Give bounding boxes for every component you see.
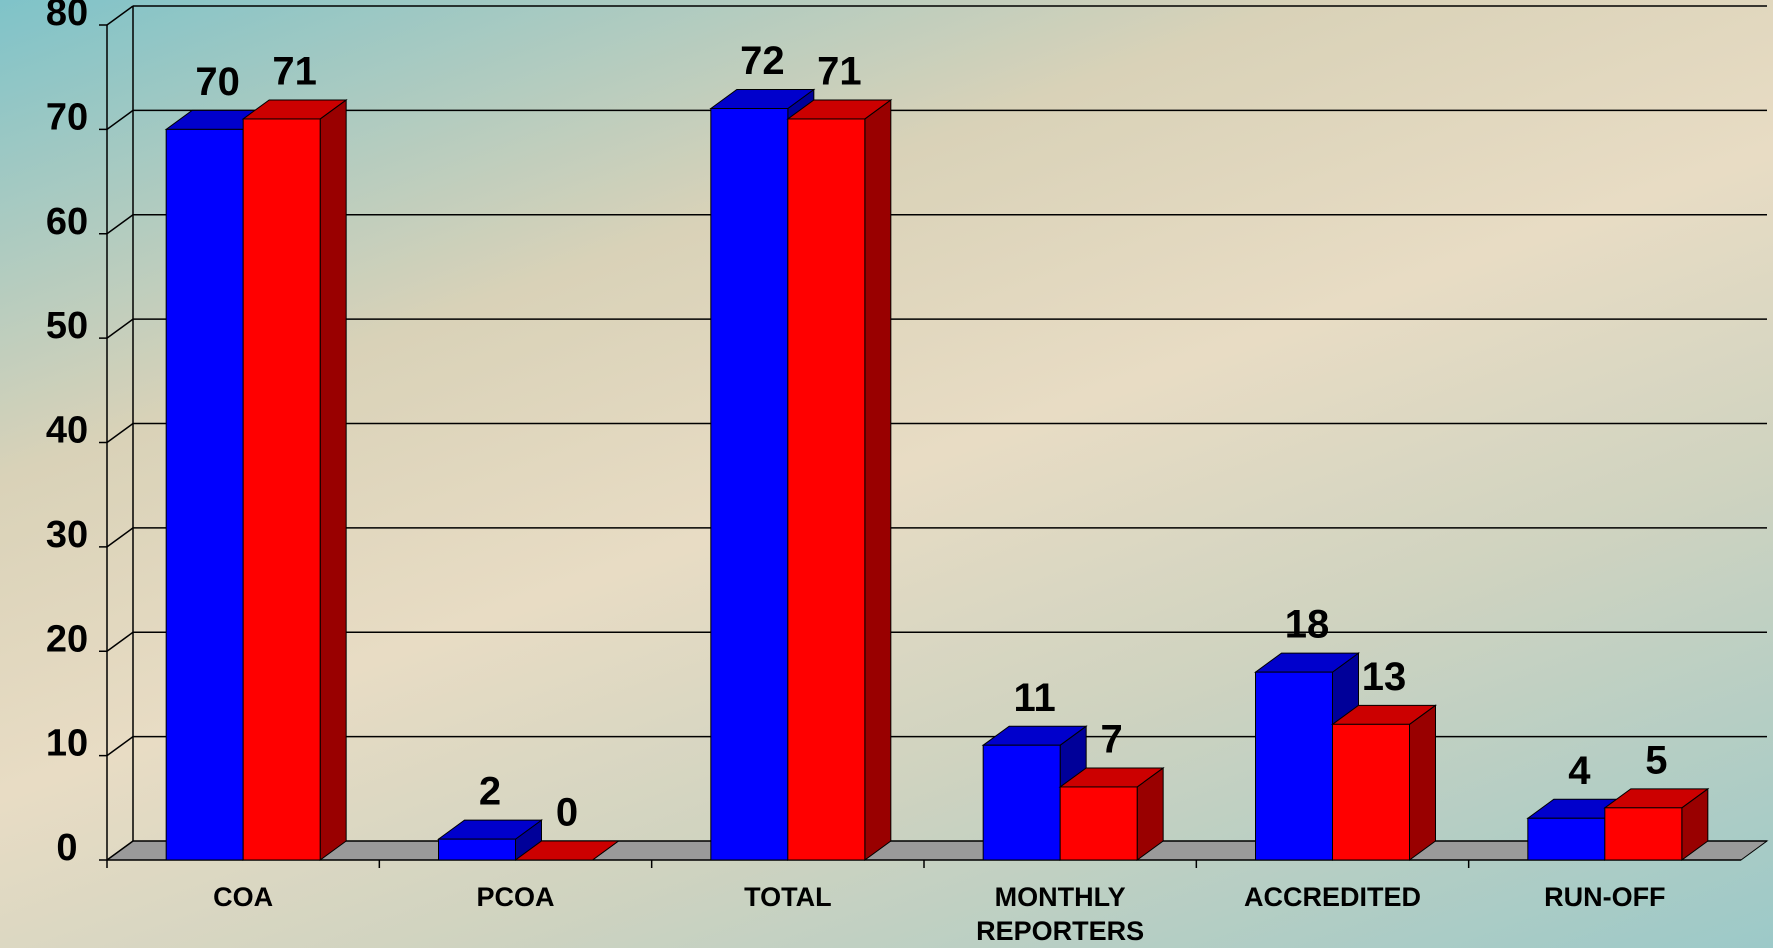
bar (1332, 723, 1410, 861)
bar (1604, 807, 1683, 861)
value-label: 18 (1285, 603, 1330, 647)
grid-line-side (106, 631, 134, 652)
bar-side (1409, 704, 1436, 861)
bar-side (319, 98, 347, 861)
grid-line-side (106, 840, 134, 861)
grid-line-side (106, 214, 134, 235)
bar-side (864, 98, 892, 861)
value-label: 4 (1568, 749, 1591, 793)
grid-line-side (106, 736, 134, 757)
bar-top (513, 840, 621, 861)
grid-line-side (106, 109, 134, 130)
x-tick-label: ACCREDITED (1243, 882, 1421, 912)
x-tick-label: RUN-OFF (1544, 882, 1666, 912)
y-tick-label: 80 (46, 0, 88, 34)
x-tick-label: TOTAL (744, 882, 832, 912)
x-tick-label: COA (213, 882, 274, 912)
x-tick-label: MONTHLY REPORTERS (976, 882, 1145, 946)
grid-line-side (106, 5, 134, 26)
value-label: 70 (195, 60, 240, 104)
bar (982, 744, 1061, 861)
value-label: 72 (740, 39, 785, 83)
bar (710, 108, 789, 861)
x-tick-label: PCOA (476, 882, 555, 912)
value-label: 11 (1014, 676, 1056, 720)
value-label: 0 (556, 791, 578, 835)
y-tick-label: 20 (46, 618, 88, 660)
grid-line-side (106, 527, 134, 548)
y-tick-label: 60 (46, 201, 88, 243)
bar (242, 118, 321, 861)
value-label: 71 (817, 50, 862, 94)
y-tick-label: 40 (46, 410, 88, 452)
y-tick-label: 0 (56, 827, 77, 869)
bar (787, 118, 866, 861)
floor (105, 840, 1769, 861)
y-tick-label: 30 (46, 514, 88, 556)
bar (1527, 817, 1606, 861)
y-tick-label: 50 (46, 305, 88, 347)
grid-line-side (106, 318, 134, 339)
value-label: 7 (1101, 718, 1123, 762)
grid-line-side (106, 422, 134, 444)
y-tick-label: 70 (46, 96, 88, 138)
value-label: 13 (1362, 655, 1407, 699)
value-label: 71 (272, 50, 317, 94)
value-label: 5 (1645, 738, 1667, 782)
y-tick-label: 10 (46, 723, 88, 765)
bar (1255, 671, 1333, 861)
bar (165, 128, 244, 861)
bar (438, 838, 516, 861)
value-label: 2 (479, 770, 501, 814)
bar (1059, 786, 1138, 861)
